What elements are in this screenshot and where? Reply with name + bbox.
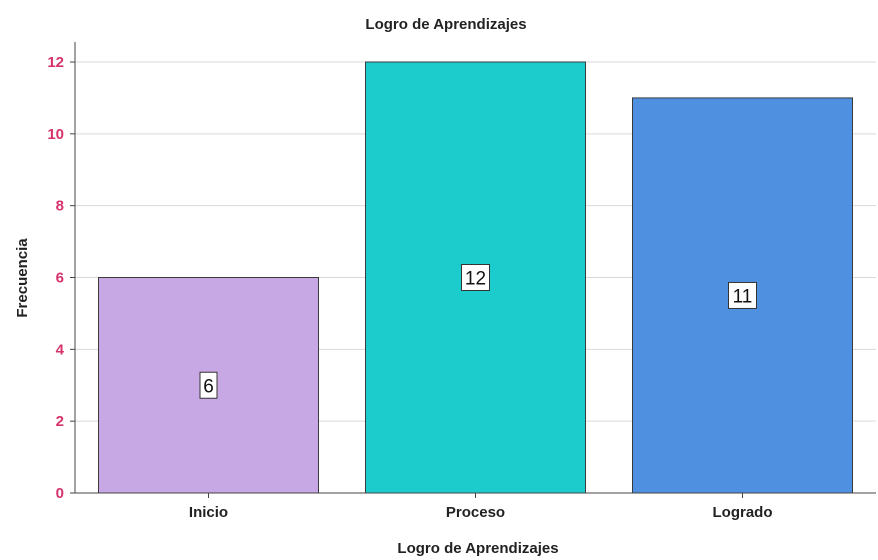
data-labels: 6 12 11 <box>199 264 757 399</box>
data-label-box <box>461 264 490 291</box>
x-tick-label: Logrado <box>713 504 773 521</box>
x-axis-ticks: Inicio Proceso Logrado <box>189 493 773 521</box>
data-label: 11 <box>733 286 753 307</box>
x-tick-label: Inicio <box>189 504 228 521</box>
y-axis-ticks: 0 2 4 6 8 10 12 <box>47 54 75 502</box>
y-tick-label: 10 <box>47 126 64 143</box>
y-tick-label: 2 <box>56 413 64 430</box>
data-label-box <box>199 371 218 399</box>
y-tick-label: 8 <box>56 198 64 215</box>
y-tick-label: 6 <box>56 270 64 287</box>
y-tick-label: 0 <box>56 485 64 502</box>
chart-title: Logro de Aprendizajes <box>365 16 526 33</box>
y-tick-label: 12 <box>47 54 64 71</box>
data-label: 6 <box>203 376 214 397</box>
data-label: 12 <box>465 269 486 290</box>
data-label-box <box>728 281 757 309</box>
x-tick-label: Proceso <box>446 504 505 521</box>
x-axis-label: Logro de Aprendizajes <box>397 540 558 557</box>
y-axis-label: Frecuencia <box>14 238 31 318</box>
y-tick-label: 4 <box>56 341 65 358</box>
